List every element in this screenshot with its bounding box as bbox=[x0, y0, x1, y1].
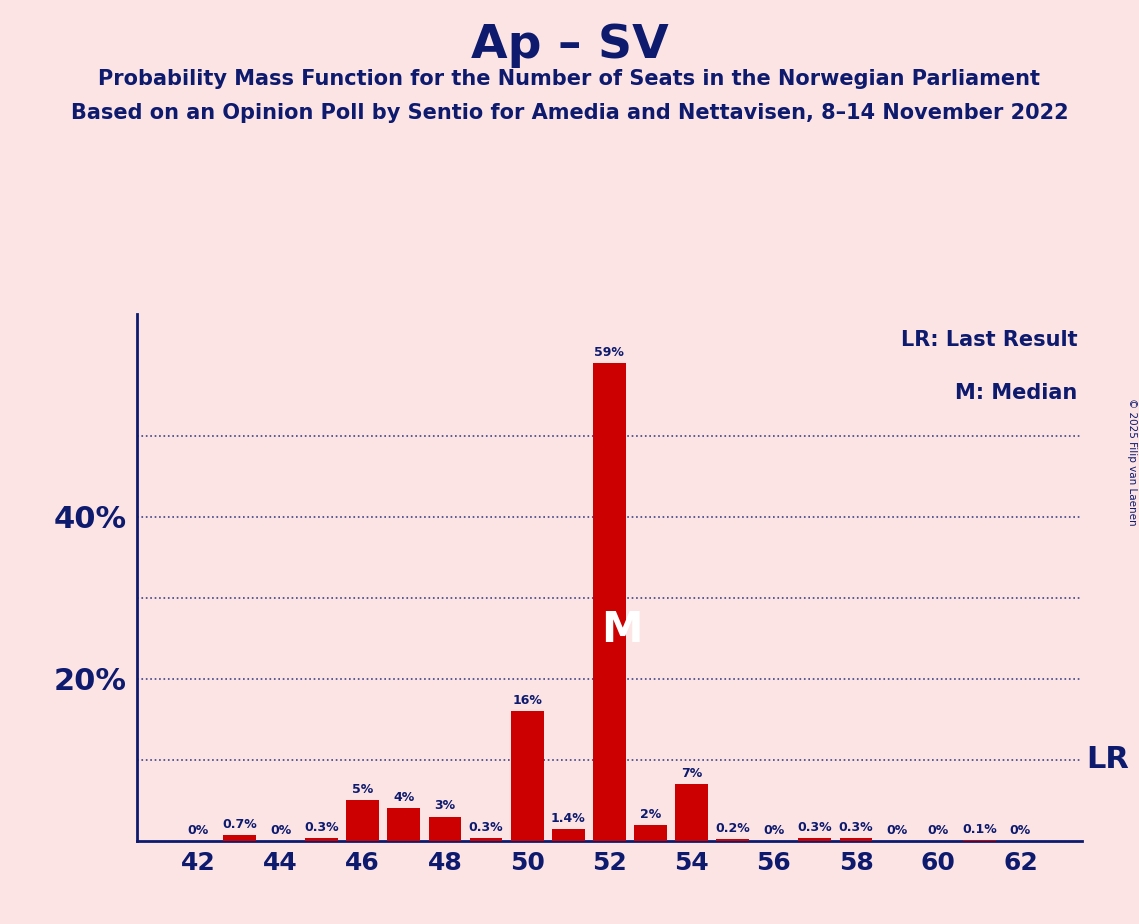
Text: LR: Last Result: LR: Last Result bbox=[901, 330, 1077, 350]
Bar bbox=[305, 838, 338, 841]
Bar bbox=[675, 784, 708, 841]
Text: 0.3%: 0.3% bbox=[797, 821, 833, 834]
Text: 0.3%: 0.3% bbox=[469, 821, 503, 834]
Text: 4%: 4% bbox=[393, 791, 415, 805]
Bar bbox=[387, 808, 420, 841]
Bar bbox=[593, 363, 625, 841]
Text: 0%: 0% bbox=[1010, 824, 1031, 837]
Bar bbox=[551, 830, 584, 841]
Text: 0%: 0% bbox=[927, 824, 949, 837]
Text: LR: LR bbox=[1087, 746, 1129, 774]
Text: 0%: 0% bbox=[188, 824, 208, 837]
Text: Based on an Opinion Poll by Sentio for Amedia and Nettavisen, 8–14 November 2022: Based on an Opinion Poll by Sentio for A… bbox=[71, 103, 1068, 124]
Text: 5%: 5% bbox=[352, 784, 374, 796]
Text: Ap – SV: Ap – SV bbox=[470, 23, 669, 68]
Bar bbox=[716, 839, 749, 841]
Text: 0.7%: 0.7% bbox=[222, 818, 256, 831]
Text: 1.4%: 1.4% bbox=[551, 812, 585, 825]
Text: 0%: 0% bbox=[763, 824, 785, 837]
Text: 0.2%: 0.2% bbox=[715, 822, 751, 835]
Text: 7%: 7% bbox=[681, 767, 703, 780]
Bar bbox=[223, 835, 256, 841]
Text: Probability Mass Function for the Number of Seats in the Norwegian Parliament: Probability Mass Function for the Number… bbox=[98, 69, 1041, 90]
Text: 16%: 16% bbox=[513, 694, 542, 707]
Text: 0.1%: 0.1% bbox=[962, 823, 997, 836]
Text: M: M bbox=[601, 610, 642, 651]
Bar bbox=[798, 838, 831, 841]
Text: © 2025 Filip van Laenen: © 2025 Filip van Laenen bbox=[1126, 398, 1137, 526]
Text: M: Median: M: Median bbox=[956, 383, 1077, 403]
Bar bbox=[469, 838, 502, 841]
Bar bbox=[428, 817, 461, 841]
Text: 0%: 0% bbox=[270, 824, 292, 837]
Text: 3%: 3% bbox=[434, 799, 456, 812]
Bar bbox=[634, 824, 667, 841]
Text: 2%: 2% bbox=[640, 808, 661, 821]
Text: 0%: 0% bbox=[886, 824, 908, 837]
Bar bbox=[346, 800, 379, 841]
Bar bbox=[839, 838, 872, 841]
Text: 0.3%: 0.3% bbox=[304, 821, 339, 834]
Text: 59%: 59% bbox=[595, 346, 624, 359]
Bar bbox=[510, 711, 543, 841]
Text: 0.3%: 0.3% bbox=[838, 821, 874, 834]
